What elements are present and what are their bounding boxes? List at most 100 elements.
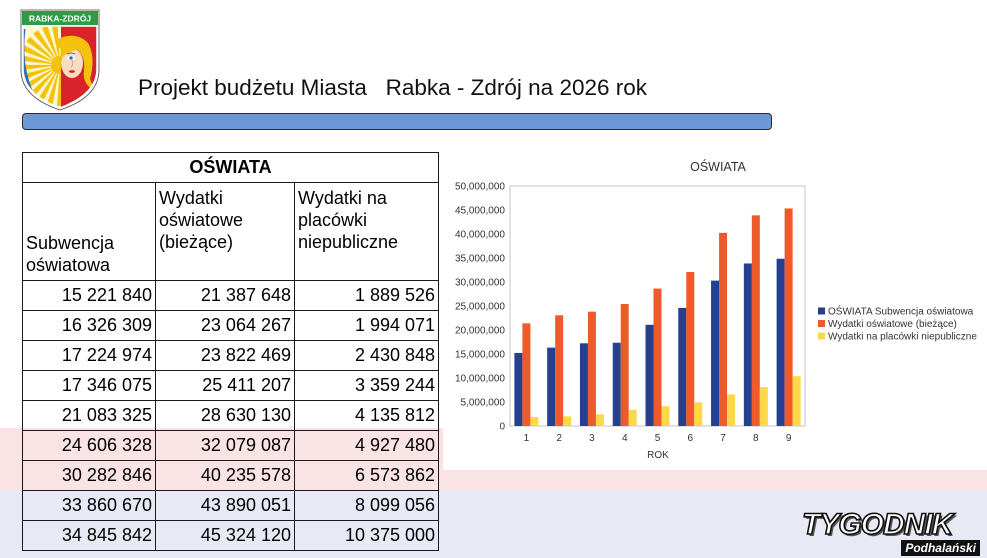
bar-subwencja-4 — [612, 342, 621, 426]
brand-main-text: TYGODNIK — [801, 507, 954, 542]
bar-wydatki-niepubliczne-6 — [694, 402, 703, 426]
legend-label-subwencja: OŚWIATA Subwencja oświatowa — [828, 305, 974, 318]
x-tick-label: 5 — [655, 433, 661, 444]
shield-field — [23, 26, 97, 108]
wydatki-biezace-cell: 43 890 051 — [155, 490, 295, 521]
bar-wydatki-biezace-2 — [555, 315, 564, 426]
bar-wydatki-biezace-9 — [784, 208, 793, 426]
chart-panel: OŚWIATA ROK 0 5,000,000 10,000,000 15,000,0… — [443, 148, 987, 470]
wydatki-niepubliczne-cell: 4 135 812 — [293, 400, 440, 431]
subwencja-cell: 33 860 670 — [22, 490, 156, 521]
oswiata-table: OŚWIATA Subwencja oświatowa Wydatki oświ… — [21, 152, 440, 551]
wydatki-niepubliczne-cell: 6 573 862 — [293, 460, 440, 491]
wydatki-biezace-cell: 21 387 648 — [155, 280, 295, 311]
bar-subwencja-9 — [776, 258, 785, 426]
bar-wydatki-biezace-8 — [751, 215, 760, 426]
wydatki-niepubliczne-cell: 1 994 071 — [293, 310, 440, 341]
column-header-subwencja: Subwencja oświatowa — [22, 182, 156, 281]
column-header-wydatki-biezace: Wydatki oświatowe (bieżące) — [155, 182, 295, 281]
table-title-row: OŚWIATA — [21, 152, 440, 183]
subwencja-cell: 24 606 328 — [22, 430, 156, 461]
table-row: 24 606 328 32 079 087 4 927 480 — [22, 430, 440, 461]
wydatki-biezace-cell: 45 324 120 — [155, 520, 295, 551]
y-tick-label: 50,000,000 — [455, 182, 505, 193]
bar-wydatki-niepubliczne-3 — [595, 414, 604, 426]
subwencja-cell: 17 346 075 — [22, 370, 156, 401]
face-icon — [58, 35, 95, 91]
x-tick-label: 8 — [753, 433, 759, 444]
legend-label-wydatki-biezace: Wydatki oświatowe (bieżące) — [828, 319, 957, 330]
bar-wydatki-biezace-5 — [653, 288, 662, 426]
x-tick-label: 6 — [687, 433, 693, 444]
table-row: 17 346 075 25 411 207 3 359 244 — [22, 370, 440, 401]
x-axis-label: ROK — [647, 450, 669, 461]
table-row: 16 326 309 23 064 267 1 994 071 — [22, 310, 440, 341]
legend-swatch-wydatki-niepubliczne — [818, 332, 825, 340]
bar-wydatki-niepubliczne-1 — [530, 416, 539, 426]
y-tick-label: 25,000,000 — [455, 302, 505, 313]
coat-banner — [22, 11, 98, 25]
legend-swatch-subwencja — [818, 307, 825, 315]
y-tick-label: 5,000,000 — [461, 398, 506, 409]
subwencja-cell: 15 221 840 — [22, 280, 156, 311]
bar-subwencja-3 — [579, 343, 588, 426]
wydatki-biezace-cell: 23 822 469 — [155, 340, 295, 371]
x-tick-label: 4 — [622, 433, 628, 444]
bar-wydatki-biezace-6 — [686, 272, 695, 426]
table-row: 21 083 325 28 630 130 4 135 812 — [22, 400, 440, 431]
x-tick-label: 7 — [720, 433, 726, 444]
bar-wydatki-niepubliczne-9 — [792, 376, 801, 426]
y-tick-label: 15,000,000 — [455, 350, 505, 361]
y-tick-label: 20,000,000 — [455, 326, 505, 337]
bar-wydatki-niepubliczne-7 — [727, 394, 736, 426]
legend-swatch-wydatki-biezace — [818, 320, 825, 327]
x-tick-label: 2 — [556, 433, 562, 444]
bar-subwencja-1 — [514, 352, 523, 426]
bar-wydatki-niepubliczne-5 — [661, 406, 670, 426]
y-tick-label: 35,000,000 — [455, 254, 505, 265]
wydatki-niepubliczne-cell: 10 375 000 — [293, 520, 440, 551]
wydatki-biezace-cell: 28 630 130 — [155, 400, 295, 431]
wydatki-niepubliczne-cell: 2 430 848 — [293, 340, 440, 371]
page-title: Projekt budżetu Miasta Rabka - Zdrój na … — [138, 75, 648, 100]
tygodnik-podhalanski-logo: TYGODNIK Podhalański — [798, 506, 984, 558]
bar-wydatki-biezace-1 — [522, 323, 531, 426]
x-tick-label: 1 — [524, 433, 530, 444]
subwencja-cell: 30 282 846 — [22, 460, 156, 491]
bar-wydatki-biezace-7 — [719, 232, 728, 426]
wydatki-biezace-cell: 32 079 087 — [155, 430, 295, 461]
table-row: 15 221 840 21 387 648 1 889 526 — [22, 280, 440, 311]
y-tick-label: 10,000,000 — [455, 374, 505, 385]
wydatki-niepubliczne-cell: 1 889 526 — [293, 280, 440, 311]
subwencja-cell: 34 845 842 — [22, 520, 156, 551]
table-header-row: Subwencja oświatowa Wydatki oświatowe (b… — [22, 182, 440, 281]
bar-wydatki-niepubliczne-4 — [628, 409, 637, 426]
bar-subwencja-5 — [645, 324, 654, 426]
table-row: 30 282 846 40 235 578 6 573 862 — [22, 460, 440, 491]
brand-sub-text: Podhalański — [901, 540, 980, 556]
chart-title: OŚWIATA — [690, 159, 746, 174]
bar-subwencja-8 — [743, 263, 752, 426]
bar-wydatki-biezace-3 — [587, 311, 596, 426]
subwencja-cell: 21 083 325 — [22, 400, 156, 431]
y-tick-label: 40,000,000 — [455, 230, 505, 241]
y-tick-label: 30,000,000 — [455, 278, 505, 289]
wydatki-niepubliczne-cell: 8 099 056 — [293, 490, 440, 521]
legend-label-wydatki-niepubliczne: Wydatki na placówki niepubliczne — [828, 332, 977, 343]
wydatki-biezace-cell: 40 235 578 — [155, 460, 295, 491]
column-header-wydatki-niepubliczne: Wydatki na placówki niepubliczne — [293, 182, 440, 281]
wydatki-biezace-cell: 23 064 267 — [155, 310, 295, 341]
bar-subwencja-2 — [547, 347, 556, 426]
table-row: 17 224 974 23 822 469 2 430 848 — [22, 340, 440, 371]
subwencja-cell: 17 224 974 — [22, 340, 156, 371]
bar-wydatki-biezace-4 — [620, 304, 629, 426]
table-row: 34 845 842 45 324 120 10 375 000 — [22, 520, 440, 551]
x-tick-label: 3 — [589, 433, 595, 444]
bar-subwencja-7 — [711, 280, 720, 426]
y-tick-label: 0 — [499, 422, 505, 433]
title-accent-bar — [22, 113, 772, 130]
subwencja-cell: 16 326 309 — [22, 310, 156, 341]
wydatki-biezace-cell: 25 411 207 — [155, 370, 295, 401]
wydatki-niepubliczne-cell: 4 927 480 — [293, 430, 440, 461]
y-tick-label: 45,000,000 — [455, 206, 505, 217]
